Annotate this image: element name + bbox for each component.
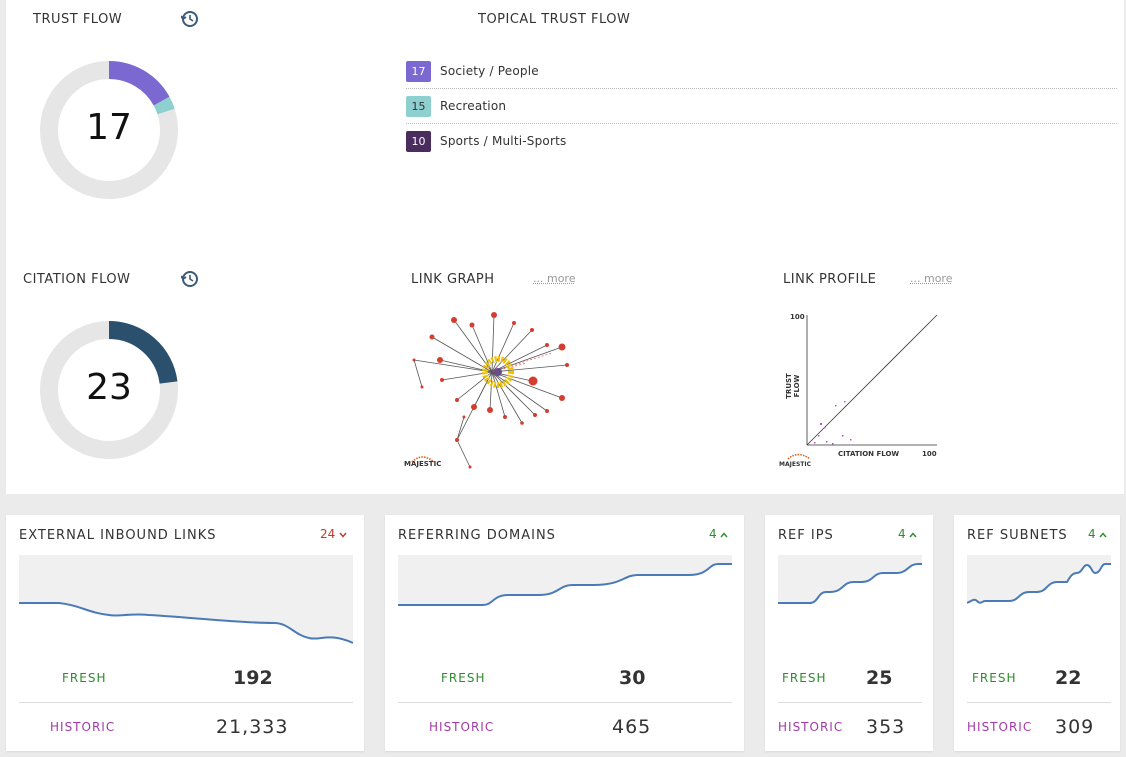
historic-value: 353	[866, 716, 906, 738]
link-profile-chart[interactable]: 100 TRUST FLOW CITATION FLOW 100	[780, 305, 950, 465]
fresh-value: 30	[619, 667, 646, 689]
sparkline-chart	[19, 555, 353, 647]
link-graph-image[interactable]	[402, 305, 582, 479]
sparkline-chart	[967, 555, 1111, 604]
citation-flow-value: 23	[86, 367, 132, 408]
change-value: 24	[320, 527, 336, 541]
divider	[398, 702, 732, 703]
external-inbound-links-card: EXTERNAL INBOUND LINKS 24 FRESH 192 HIST…	[6, 515, 364, 751]
citation-flow-gauge	[39, 320, 179, 464]
ref-ips-card: REF IPS 4 FRESH 25 HISTORIC 353	[765, 515, 933, 751]
link-graph-more-link[interactable]: ... more	[533, 272, 576, 285]
divider	[19, 702, 353, 703]
change-value: 4	[898, 527, 906, 541]
x-axis-label: CITATION FLOW	[838, 450, 900, 458]
topic-score-badge: 17	[406, 60, 431, 82]
card-change: 4	[709, 527, 729, 541]
link-profile-more-link[interactable]: ... more	[910, 272, 953, 285]
historic-label: HISTORIC	[967, 720, 1033, 734]
topic-label: Sports / Multi-Sports	[440, 134, 567, 148]
fresh-value: 25	[866, 667, 893, 689]
divider	[967, 702, 1111, 703]
trust-flow-gauge	[39, 60, 179, 204]
topic-score-badge: 15	[406, 95, 431, 117]
historic-value: 465	[612, 716, 652, 738]
card-title: REF IPS	[778, 528, 834, 543]
fresh-label: FRESH	[62, 671, 107, 685]
fresh-value: 192	[233, 667, 273, 689]
link-graph-title: LINK GRAPH	[411, 272, 495, 287]
fresh-label: FRESH	[782, 671, 827, 685]
majestic-logo: MAJESTIC	[404, 460, 442, 468]
topic-label: Society / People	[440, 64, 539, 78]
divider	[778, 702, 922, 703]
chevron-up-icon	[909, 527, 918, 541]
card-title: EXTERNAL INBOUND LINKS	[19, 528, 217, 543]
chevron-down-icon	[339, 527, 347, 541]
citation-flow-title: CITATION FLOW	[23, 272, 131, 287]
card-change: 4	[1088, 527, 1108, 541]
historic-value: 21,333	[216, 716, 289, 738]
card-title: REF SUBNETS	[967, 528, 1068, 543]
historic-label: HISTORIC	[50, 720, 116, 734]
metrics-panel: TRUST FLOW 17 TOPICAL TRUST FLOW 17 Soci…	[6, 0, 1124, 494]
trust-flow-title: TRUST FLOW	[33, 12, 123, 27]
topical-row[interactable]: 17 Society / People	[406, 54, 1117, 89]
y-axis-label: TRUST FLOW	[785, 373, 801, 399]
fresh-value: 22	[1055, 667, 1082, 689]
history-icon[interactable]	[180, 270, 199, 292]
history-icon[interactable]	[180, 10, 199, 32]
trust-flow-value: 17	[86, 107, 132, 148]
card-change: 4	[898, 527, 918, 541]
topic-score-badge: 10	[406, 130, 431, 152]
chevron-up-icon	[720, 527, 729, 541]
sparkline-chart	[778, 555, 922, 604]
topical-trust-flow-title: TOPICAL TRUST FLOW	[478, 12, 631, 27]
topic-label: Recreation	[440, 99, 507, 113]
topical-row[interactable]: 15 Recreation	[406, 89, 1117, 124]
fresh-label: FRESH	[972, 671, 1017, 685]
topical-row[interactable]: 10 Sports / Multi-Sports	[406, 124, 1117, 158]
historic-label: HISTORIC	[429, 720, 495, 734]
referring-domains-card: REFERRING DOMAINS 4 FRESH 30 HISTORIC 46…	[385, 515, 744, 751]
sparkline-chart	[398, 555, 732, 606]
card-title: REFERRING DOMAINS	[398, 528, 556, 543]
link-profile-title: LINK PROFILE	[783, 272, 877, 287]
chevron-up-icon	[1099, 527, 1108, 541]
change-value: 4	[1088, 527, 1096, 541]
ref-subnets-card: REF SUBNETS 4 FRESH 22 HISTORIC 309	[954, 515, 1120, 751]
y-axis-max-label: 100	[790, 313, 805, 321]
x-axis-max-label: 100	[922, 450, 937, 458]
historic-label: HISTORIC	[778, 720, 844, 734]
card-change: 24	[320, 527, 347, 541]
change-value: 4	[709, 527, 717, 541]
fresh-label: FRESH	[441, 671, 486, 685]
majestic-logo: MAJESTIC	[779, 461, 811, 468]
historic-value: 309	[1055, 716, 1095, 738]
